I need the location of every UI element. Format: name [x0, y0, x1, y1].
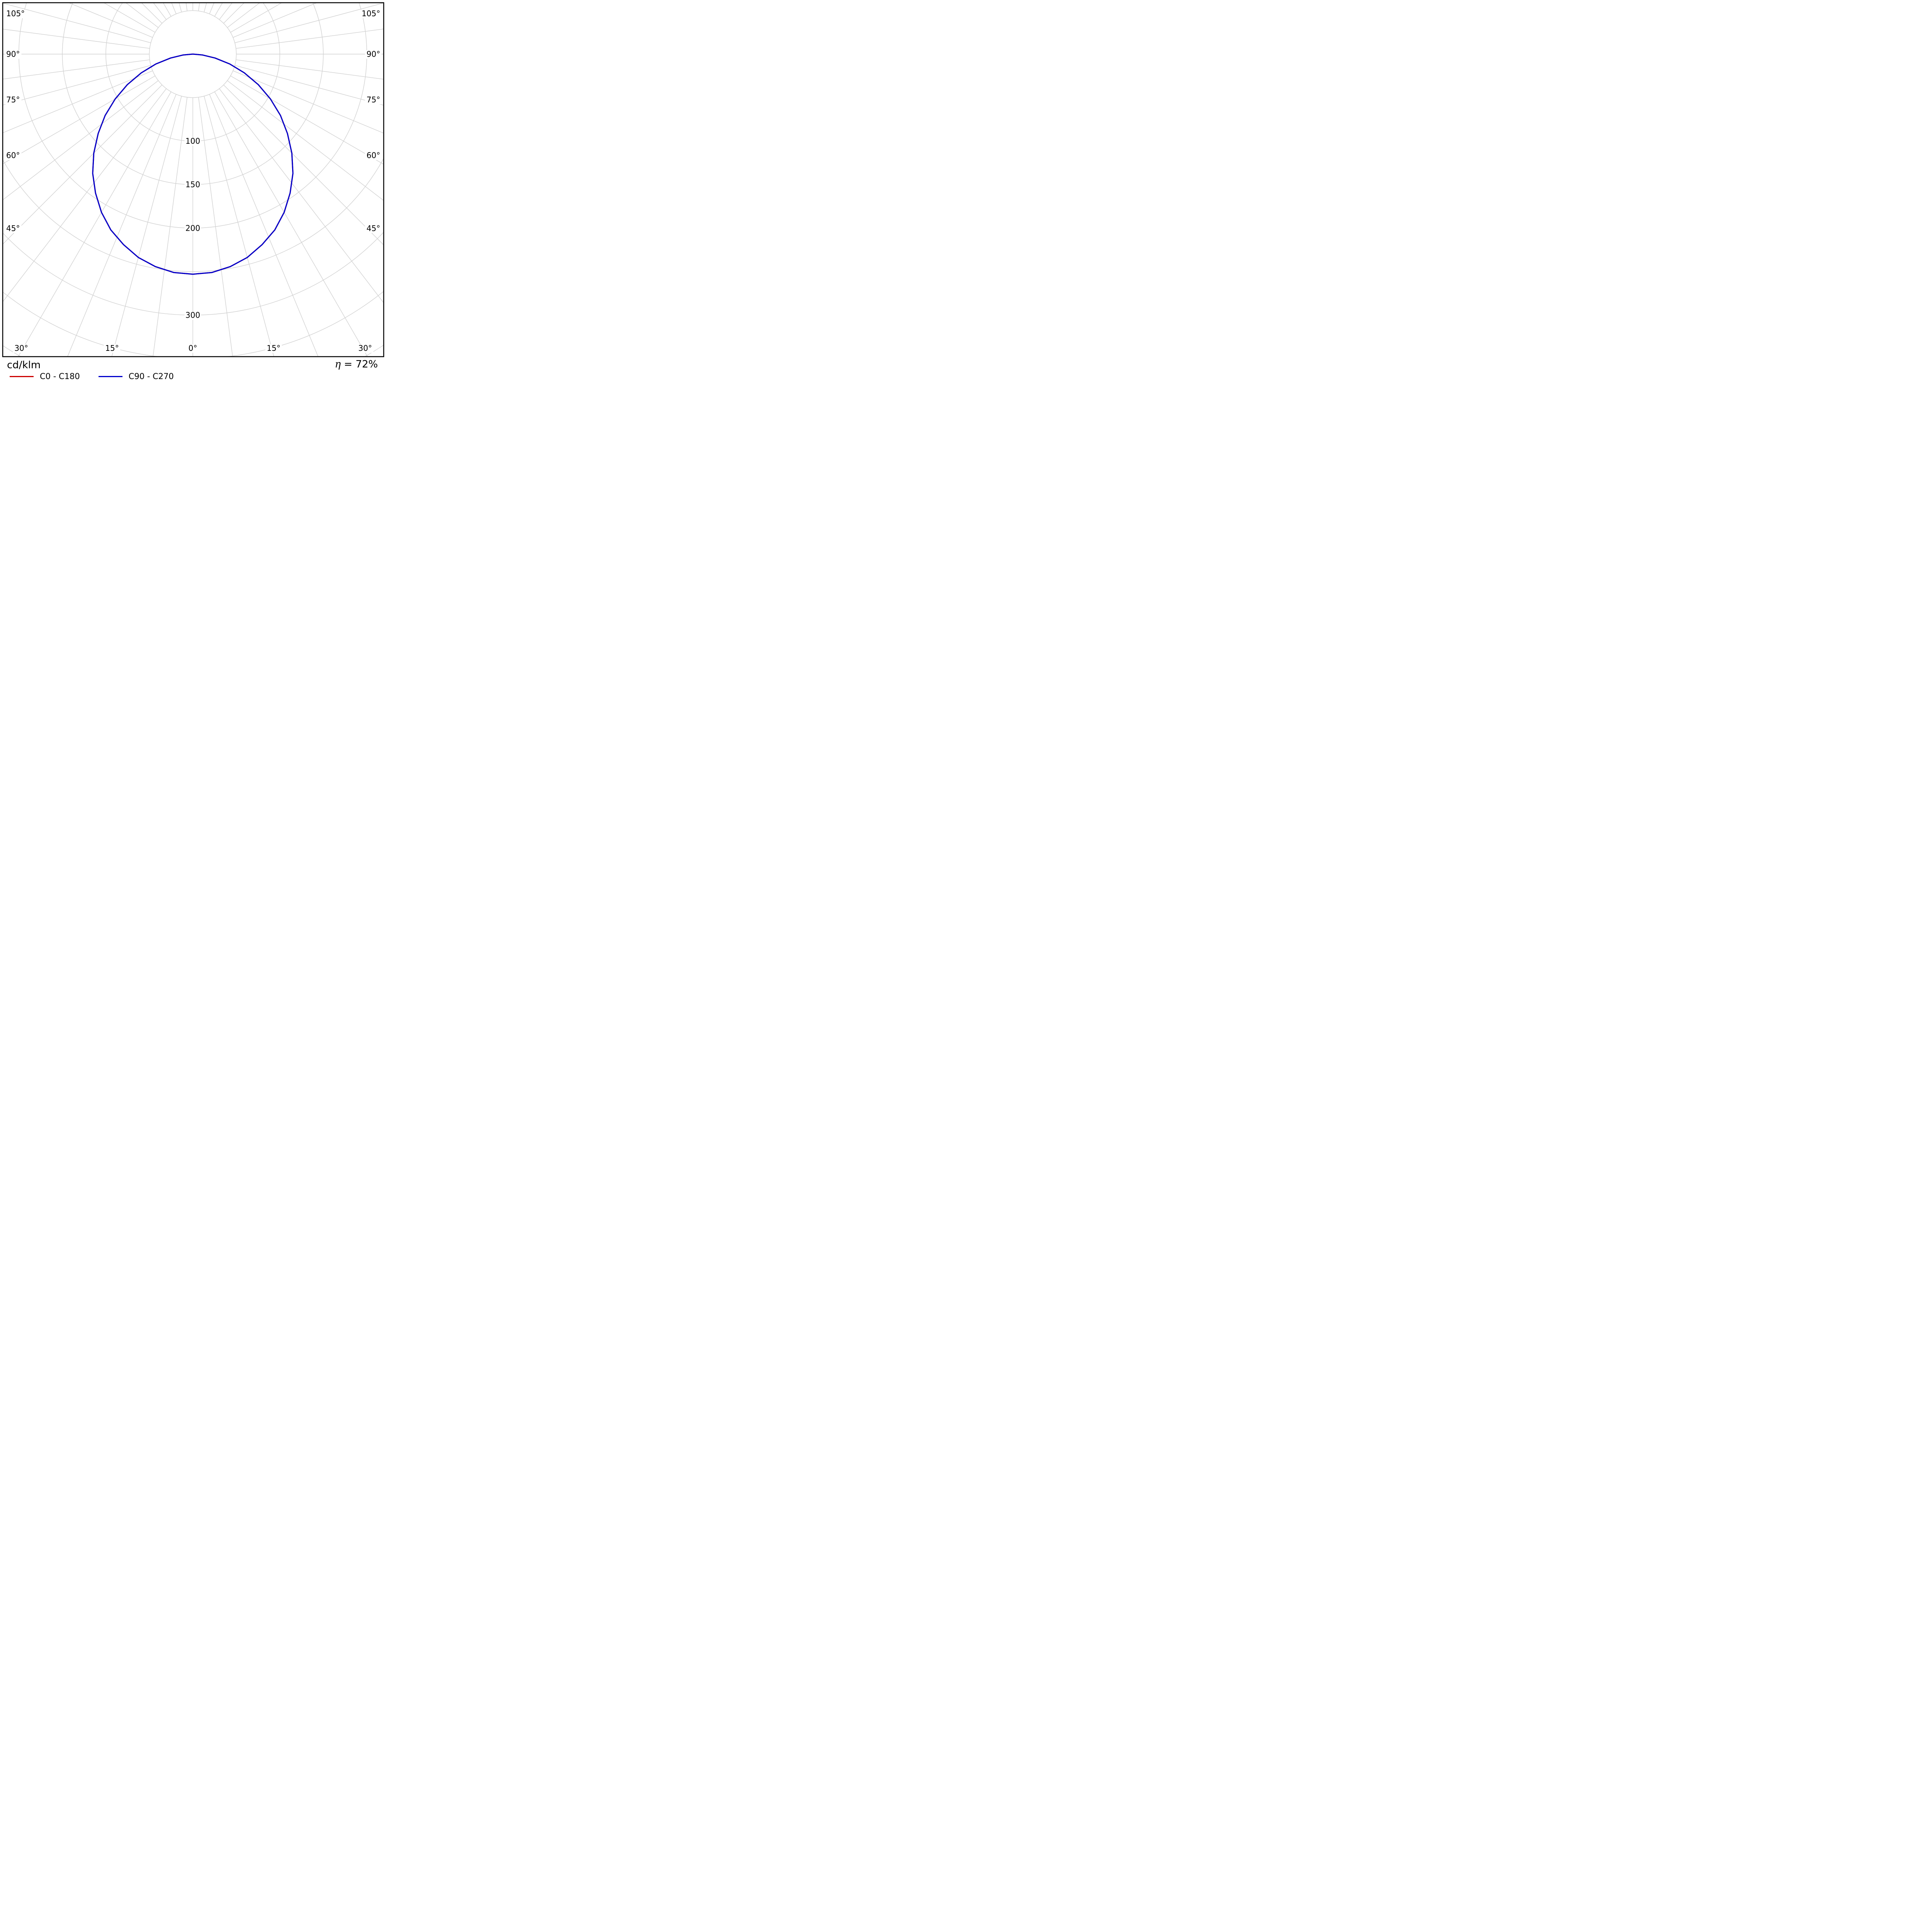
legend-swatch-c90-c270 [98, 376, 122, 377]
gamma-label-30: 30° [14, 344, 28, 353]
gamma-label-left-75: 75° [6, 95, 20, 104]
gamma-label-left-105: 105° [6, 9, 25, 18]
radial-label-300: 300 [185, 310, 200, 320]
series-curves [92, 53, 294, 275]
axis-labels: 0° 15° 15° 30° 30° 105° 105° 90° 90° 75° 75° 60° 60°… [5, 9, 381, 353]
legend: C0 - C180 C90 - C270 [10, 372, 192, 381]
gamma-label-right-60: 60° [367, 151, 380, 160]
gamma-label-0: 0° [189, 344, 197, 353]
gamma-label-15: 15° [105, 344, 119, 353]
radial-label-100: 100 [185, 136, 200, 146]
gamma-label-right-75: 75° [367, 95, 380, 104]
units-label: cd/klm [7, 359, 41, 371]
gamma-label-left-90: 90° [6, 49, 20, 59]
legend-swatch-c0-c180 [10, 376, 34, 377]
gamma-label-right-90: 90° [367, 49, 380, 59]
gamma-label-left-45: 45° [6, 224, 20, 233]
polar-chart: 0° 15° 15° 30° 30° 105° 105° 90° 90° 75° 75° 60° 60°… [2, 2, 384, 357]
gamma-label-right-45: 45° [367, 224, 380, 233]
plot-border [2, 2, 384, 357]
radial-label-200: 200 [185, 223, 200, 233]
gamma-label-15: 15° [267, 344, 280, 353]
legend-label-c90-c270: C90 - C270 [128, 372, 174, 381]
gamma-label-right-105: 105° [362, 9, 380, 18]
radial-label-150: 150 [185, 180, 200, 189]
efficiency-label: η = 72% [335, 359, 378, 370]
gamma-label-30: 30° [358, 344, 372, 353]
legend-label-c0-c180: C0 - C180 [40, 372, 80, 381]
curve-c90-c270 [92, 53, 294, 275]
gamma-label-left-60: 60° [6, 151, 20, 160]
photometric-polar-diagram: 0° 15° 15° 30° 30° 105° 105° 90° 90° 75° 75° 60° 60°… [0, 0, 386, 386]
